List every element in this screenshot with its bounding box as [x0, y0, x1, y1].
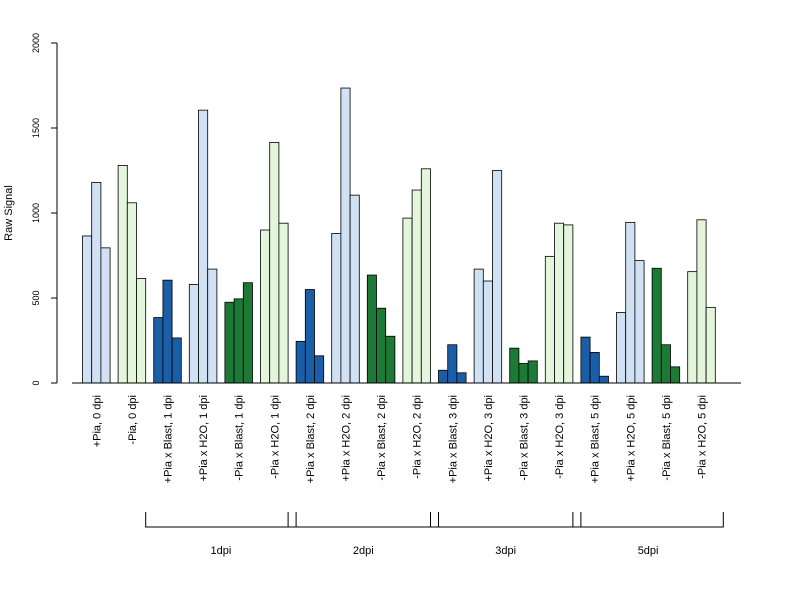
- bar: [563, 224, 574, 384]
- bar: [456, 372, 467, 384]
- bar: [91, 181, 102, 384]
- group-bracket: [145, 512, 297, 528]
- bar: [616, 312, 627, 384]
- group-bracket: [572, 512, 724, 528]
- bar: [651, 267, 662, 384]
- bar: [589, 351, 600, 384]
- category-label: -Pia x H2O, 5 dpi: [697, 395, 709, 479]
- category-label: -Pia x Blast, 3 dpi: [519, 395, 531, 481]
- group-label: 3dpi: [495, 545, 516, 557]
- bar: [349, 194, 360, 384]
- bar: [376, 307, 387, 384]
- bar: [705, 306, 716, 384]
- bar: [411, 189, 422, 384]
- bar: [660, 344, 671, 384]
- bar: [82, 235, 93, 384]
- bar: [447, 344, 458, 384]
- category-label: +Pia x Blast, 1 dpi: [163, 395, 175, 483]
- group-bracket: [430, 512, 582, 528]
- bar: [482, 280, 493, 384]
- bar: [420, 168, 431, 384]
- bar: [233, 298, 244, 384]
- bar: [527, 360, 538, 384]
- category-label: +Pia x H2O, 2 dpi: [341, 395, 353, 482]
- bar: [295, 340, 306, 384]
- y-tick-label: 1500: [31, 118, 41, 138]
- bar: [598, 375, 609, 384]
- bar: [153, 317, 164, 384]
- group-label: 5dpi: [638, 545, 659, 557]
- bar: [687, 271, 698, 384]
- category-label: +Pia x H2O, 5 dpi: [625, 395, 637, 482]
- bar: [207, 268, 218, 384]
- category-label: +Pia x Blast, 3 dpi: [447, 395, 459, 483]
- y-tick-label: 2000: [31, 33, 41, 53]
- category-label: -Pia x H2O, 2 dpi: [412, 395, 424, 479]
- bar: [198, 109, 209, 384]
- bar: [117, 164, 128, 384]
- bar: [260, 229, 271, 384]
- category-label: -Pia x H2O, 3 dpi: [554, 395, 566, 479]
- bar: [224, 301, 235, 384]
- bar: [634, 260, 645, 384]
- category-label: -Pia x H2O, 1 dpi: [269, 395, 281, 479]
- category-label: -Pia x Blast, 5 dpi: [661, 395, 673, 481]
- bar: [518, 363, 529, 384]
- bar: [162, 279, 173, 384]
- bar: [314, 355, 325, 384]
- bar: [544, 255, 555, 384]
- bar: [278, 222, 289, 384]
- bar: [492, 170, 503, 384]
- group-bracket: [287, 512, 439, 528]
- category-label: +Pia x H2O, 3 dpi: [483, 395, 495, 482]
- bar: [242, 282, 253, 384]
- category-label: -Pia, 0 dpi: [127, 395, 139, 445]
- bar: [625, 221, 636, 384]
- bar: [126, 202, 137, 384]
- group-brackets: 1dpi 2dpi 3dpi 5dpi: [145, 512, 724, 557]
- category-label: +Pia x Blast, 5 dpi: [590, 395, 602, 483]
- bar: [402, 217, 413, 384]
- y-axis: 0 500 1000 1500 2000: [31, 33, 58, 386]
- group-label: 2dpi: [353, 545, 374, 557]
- category-label: +Pia x Blast, 2 dpi: [305, 395, 317, 483]
- bar: [171, 337, 182, 384]
- bar: [269, 142, 280, 384]
- bar: [580, 336, 591, 384]
- bar: [136, 278, 147, 384]
- category-label: +Pia x H2O, 1 dpi: [198, 395, 210, 482]
- bar: [331, 232, 342, 384]
- bar: [554, 222, 565, 384]
- bar: [366, 274, 377, 384]
- bar: [385, 335, 396, 384]
- category-label: -Pia x Blast, 2 dpi: [376, 395, 388, 481]
- category-label: +Pia, 0 dpi: [91, 395, 103, 447]
- y-tick-label: 1000: [31, 203, 41, 223]
- y-tick-label: 0: [31, 380, 41, 385]
- y-axis-title: Raw Signal: [3, 185, 15, 241]
- category-labels: +Pia, 0 dpi -Pia, 0 dpi +Pia x Blast, 1 dp…: [91, 395, 708, 483]
- bar: [304, 289, 315, 384]
- bar: [696, 219, 707, 384]
- category-label: -Pia x Blast, 1 dpi: [234, 395, 246, 481]
- bar: [438, 369, 449, 384]
- group-label: 1dpi: [211, 545, 232, 557]
- bar: [473, 268, 484, 384]
- bar: [509, 347, 520, 384]
- y-tick-label: 500: [31, 290, 41, 305]
- bar: [670, 366, 681, 384]
- bars: [82, 87, 716, 384]
- bar: [340, 87, 351, 384]
- bar: [100, 247, 111, 384]
- bar: [188, 283, 199, 384]
